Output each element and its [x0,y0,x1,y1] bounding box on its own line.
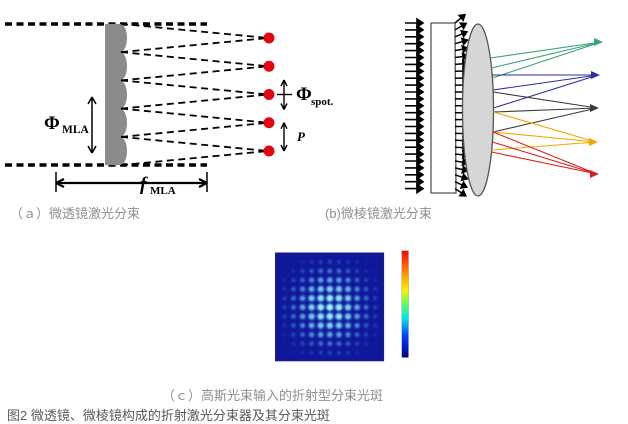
svg-text:MLA: MLA [150,185,176,197]
svg-text:MLA: MLA [62,124,90,136]
svg-text:Φ: Φ [296,84,312,105]
svg-text:P: P [297,129,306,144]
svg-text:Φ: Φ [44,113,60,134]
svg-text:f: f [140,174,148,195]
